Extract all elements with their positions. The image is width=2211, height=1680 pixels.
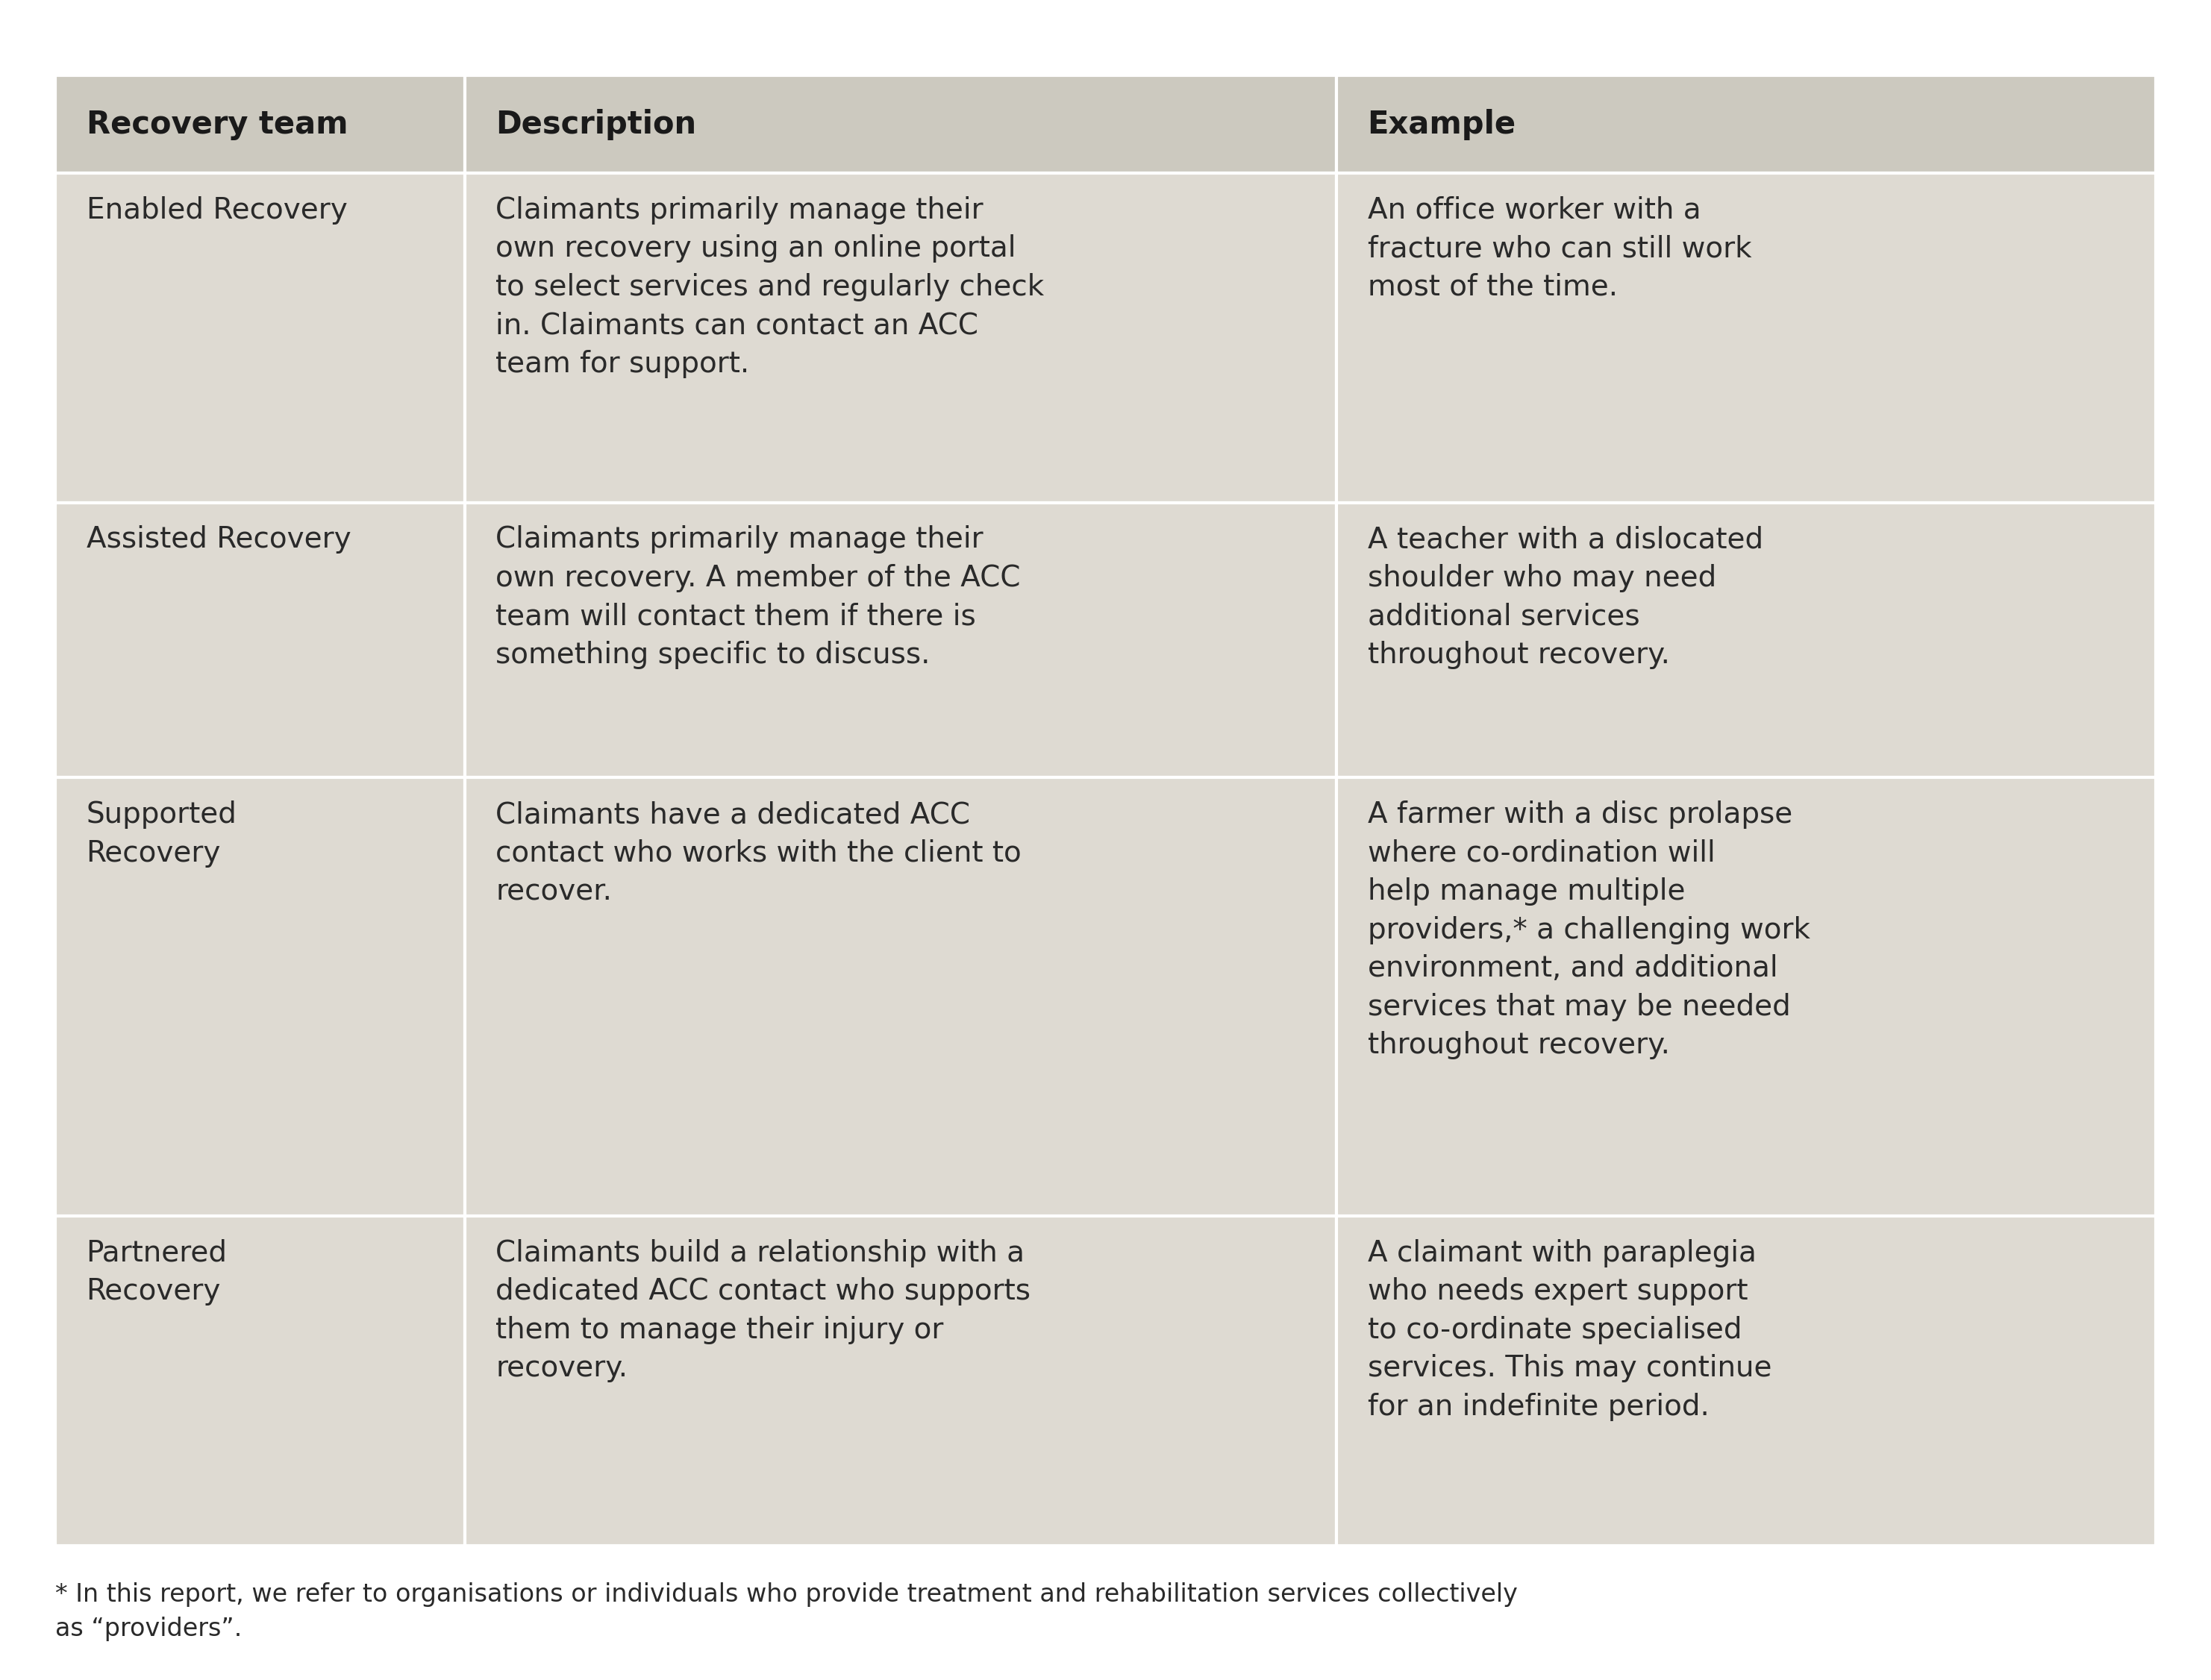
FancyBboxPatch shape [464, 778, 1335, 1216]
Text: Claimants build a relationship with a
dedicated ACC contact who supports
them to: Claimants build a relationship with a de… [495, 1238, 1030, 1383]
Text: A farmer with a disc prolapse
where co-ordination will
help manage multiple
prov: A farmer with a disc prolapse where co-o… [1366, 801, 1811, 1060]
FancyBboxPatch shape [55, 778, 464, 1216]
Text: Claimants primarily manage their
own recovery using an online portal
to select s: Claimants primarily manage their own rec… [495, 197, 1044, 378]
FancyBboxPatch shape [1335, 778, 2156, 1216]
FancyBboxPatch shape [55, 173, 464, 502]
FancyBboxPatch shape [464, 173, 1335, 502]
Text: Example: Example [1366, 109, 1517, 139]
Text: A teacher with a dislocated
shoulder who may need
additional services
throughout: A teacher with a dislocated shoulder who… [1366, 526, 1762, 669]
FancyBboxPatch shape [55, 502, 464, 778]
Text: Description: Description [495, 109, 696, 139]
FancyBboxPatch shape [464, 502, 1335, 778]
FancyBboxPatch shape [1335, 502, 2156, 778]
FancyBboxPatch shape [464, 1216, 1335, 1546]
FancyBboxPatch shape [464, 76, 1335, 173]
Text: Claimants have a dedicated ACC
contact who works with the client to
recover.: Claimants have a dedicated ACC contact w… [495, 801, 1021, 906]
FancyBboxPatch shape [1335, 76, 2156, 173]
Text: Supported
Recovery: Supported Recovery [86, 801, 237, 867]
Text: Partnered
Recovery: Partnered Recovery [86, 1238, 228, 1305]
Text: Enabled Recovery: Enabled Recovery [86, 197, 347, 225]
FancyBboxPatch shape [1335, 173, 2156, 502]
FancyBboxPatch shape [1335, 1216, 2156, 1546]
Text: An office worker with a
fracture who can still work
most of the time.: An office worker with a fracture who can… [1366, 197, 1751, 301]
FancyBboxPatch shape [55, 1216, 464, 1546]
Text: Claimants primarily manage their
own recovery. A member of the ACC
team will con: Claimants primarily manage their own rec… [495, 526, 1021, 669]
Text: Assisted Recovery: Assisted Recovery [86, 526, 352, 554]
Text: * In this report, we refer to organisations or individuals who provide treatment: * In this report, we refer to organisati… [55, 1583, 1517, 1641]
Text: Recovery team: Recovery team [86, 109, 347, 139]
FancyBboxPatch shape [55, 76, 464, 173]
Text: A claimant with paraplegia
who needs expert support
to co-ordinate specialised
s: A claimant with paraplegia who needs exp… [1366, 1238, 1771, 1421]
